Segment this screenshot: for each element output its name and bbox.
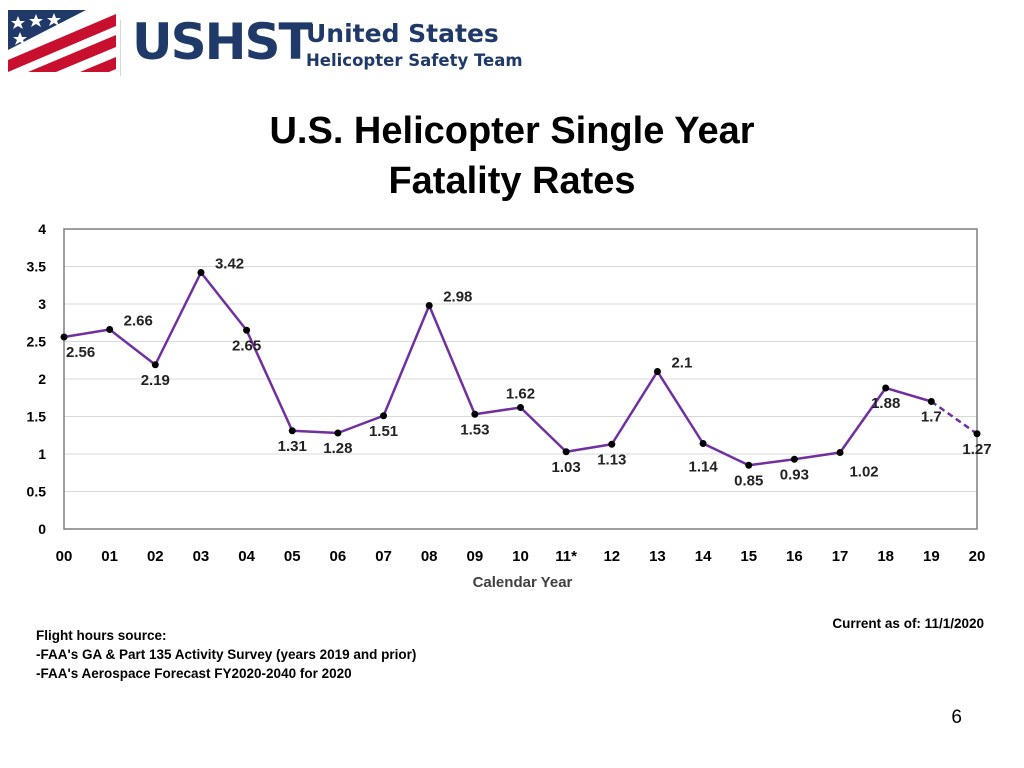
data-point bbox=[973, 430, 981, 438]
data-label: 3.42 bbox=[215, 256, 244, 273]
data-point bbox=[653, 368, 661, 375]
title-line1: U.S. Helicopter Single Year bbox=[269, 110, 755, 152]
series-line-solid bbox=[63, 271, 932, 467]
data-label: 1.88 bbox=[871, 395, 900, 412]
x-tick-label: 08 bbox=[421, 548, 438, 565]
page-number: 6 bbox=[951, 707, 962, 728]
data-point bbox=[836, 449, 844, 456]
fatality-rate-line-chart: 0 0.5 1 1.5 2 2.5 3 3.5 4 00 01 02 03 04 05 06 07 08 09 10 1… bbox=[27, 221, 992, 591]
data-point bbox=[243, 326, 251, 334]
x-tick-label: 15 bbox=[740, 548, 757, 565]
data-point bbox=[562, 448, 570, 456]
x-tick-label: 03 bbox=[193, 548, 210, 565]
data-label: 1.28 bbox=[323, 440, 352, 457]
x-tick-label: 12 bbox=[603, 548, 620, 565]
data-label: 2.65 bbox=[232, 337, 261, 354]
x-tick-label: 20 bbox=[969, 548, 986, 565]
data-point bbox=[425, 302, 433, 309]
y-tick-label: 3.5 bbox=[27, 259, 47, 275]
x-tick-label: 17 bbox=[832, 548, 849, 565]
x-tick-label: 02 bbox=[147, 548, 164, 565]
data-label: 2.1 bbox=[671, 355, 692, 372]
data-label: 2.56 bbox=[66, 344, 95, 361]
plot-frame bbox=[63, 228, 978, 530]
x-tick-label: 16 bbox=[786, 548, 803, 565]
data-point bbox=[882, 384, 890, 392]
data-label: 1.7 bbox=[921, 409, 942, 426]
data-point bbox=[334, 429, 342, 437]
data-label: 1.14 bbox=[688, 459, 718, 476]
note-heading: Flight hours source: bbox=[36, 628, 167, 643]
data-label: 1.62 bbox=[506, 386, 535, 403]
logo-name-line1: United States bbox=[306, 19, 499, 48]
x-tick-label: 04 bbox=[238, 548, 255, 565]
data-point bbox=[699, 440, 707, 447]
x-tick-label: 05 bbox=[284, 548, 301, 565]
data-label: 1.31 bbox=[278, 438, 307, 455]
logo-abbreviation: USHST bbox=[132, 13, 313, 71]
data-label: 1.03 bbox=[552, 459, 581, 476]
x-tick-label: 09 bbox=[467, 548, 484, 565]
y-tick-label: 4 bbox=[38, 221, 46, 237]
data-label: 2.19 bbox=[141, 372, 170, 389]
data-point bbox=[745, 461, 753, 469]
x-tick-label: 13 bbox=[649, 548, 666, 565]
data-point bbox=[517, 404, 524, 411]
note-line2: -FAA's Aerospace Forecast FY2020-2040 fo… bbox=[36, 666, 352, 681]
x-tick-label: 07 bbox=[375, 548, 392, 565]
y-tick-label: 2.5 bbox=[27, 334, 47, 350]
x-tick-label: 11* bbox=[555, 548, 577, 565]
data-label: 1.27 bbox=[962, 441, 991, 458]
x-tick-label: 06 bbox=[330, 548, 347, 565]
data-point bbox=[927, 398, 935, 405]
x-tick-label: 18 bbox=[877, 548, 894, 565]
data-point bbox=[380, 412, 388, 420]
data-point bbox=[288, 427, 296, 435]
y-tick-label: 0.5 bbox=[27, 484, 47, 500]
data-label: 2.66 bbox=[124, 313, 153, 330]
data-point bbox=[790, 455, 798, 463]
y-tick-label: 1 bbox=[38, 446, 46, 462]
data-point bbox=[106, 326, 114, 333]
title-line2: Fatality Rates bbox=[388, 160, 636, 202]
x-tick-label: 01 bbox=[101, 548, 118, 565]
data-label: 1.02 bbox=[849, 464, 878, 481]
x-tick-label: 14 bbox=[695, 548, 712, 565]
data-label: 1.51 bbox=[369, 423, 398, 440]
logo-divider bbox=[120, 20, 121, 76]
us-flag-icon bbox=[8, 10, 116, 72]
data-point bbox=[471, 410, 479, 418]
flight-hours-source-note: Flight hours source: -FAA's GA & Part 13… bbox=[36, 626, 416, 683]
x-tick-label: 10 bbox=[512, 548, 529, 565]
data-point bbox=[608, 440, 616, 448]
data-label: 1.53 bbox=[460, 421, 489, 438]
data-label: 0.85 bbox=[734, 472, 763, 489]
page-title: U.S. Helicopter Single Year Fatality Rat… bbox=[0, 106, 1024, 206]
y-tick-label: 1.5 bbox=[27, 409, 47, 425]
data-label: 0.93 bbox=[780, 466, 809, 483]
note-line1: -FAA's GA & Part 135 Activity Survey (ye… bbox=[36, 647, 417, 662]
data-point bbox=[151, 361, 159, 369]
ushst-logo: USHST United States Helicopter Safety Te… bbox=[8, 8, 523, 76]
logo-name-line2: Helicopter Safety Team bbox=[306, 51, 523, 70]
x-tick-label: 19 bbox=[923, 548, 940, 565]
y-tick-label: 3 bbox=[38, 296, 46, 312]
data-label: 2.98 bbox=[443, 289, 472, 306]
x-axis-label: Calendar Year bbox=[473, 574, 573, 591]
y-tick-label: 2 bbox=[38, 371, 46, 387]
data-point bbox=[197, 269, 205, 276]
data-point bbox=[60, 333, 68, 341]
x-tick-label: 00 bbox=[56, 548, 73, 565]
y-tick-label: 0 bbox=[38, 521, 46, 537]
data-label: 1.13 bbox=[597, 451, 626, 468]
current-as-of-date: Current as of: 11/1/2020 bbox=[832, 616, 984, 631]
